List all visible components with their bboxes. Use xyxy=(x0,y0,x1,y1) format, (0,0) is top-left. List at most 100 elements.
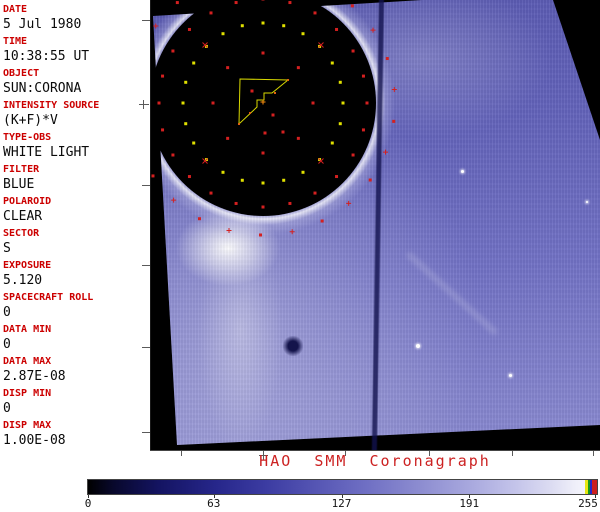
fiducial-plus xyxy=(171,197,177,203)
fiducial-dot xyxy=(192,61,196,65)
metadata-field: POLAROID CLEAR xyxy=(0,193,150,225)
field-label: DISP MAX xyxy=(3,420,52,431)
fiducial-plus xyxy=(153,23,159,29)
fiducial-plus xyxy=(346,200,352,206)
fiducial-dot xyxy=(175,1,179,5)
field-value: S xyxy=(3,241,11,256)
fiducial-dot xyxy=(238,123,240,125)
fiducial-dot xyxy=(261,0,265,1)
coronagraph-image-area xyxy=(150,0,600,450)
fiducial-x xyxy=(318,158,324,164)
left-axis-tick xyxy=(142,265,150,266)
fiducial-dot xyxy=(261,21,265,25)
fiducial-dot xyxy=(320,219,324,223)
field-value: SUN:CORONA xyxy=(3,81,82,96)
field-value: (K+F)*V xyxy=(3,113,58,128)
field-label: TIME xyxy=(3,36,28,47)
field-label: DISP MIN xyxy=(3,388,52,399)
fiducial-dot xyxy=(221,32,225,36)
fiducial-dot xyxy=(330,61,334,65)
fiducial-dot xyxy=(281,130,285,134)
fiducial-x xyxy=(318,42,324,48)
left-axis-tick xyxy=(142,432,150,433)
fiducial-dot xyxy=(240,24,244,28)
fiducial-dot xyxy=(187,27,191,31)
metadata-field: DISP MAX 1.00E-08 xyxy=(0,417,150,449)
fiducial-dot xyxy=(330,141,334,145)
fiducial-dot xyxy=(385,57,389,61)
field-value: CLEAR xyxy=(3,209,43,224)
fiducial-dot xyxy=(351,153,355,157)
fiducial-dot xyxy=(368,178,372,182)
field-label: DATE xyxy=(3,4,28,15)
colorbar xyxy=(87,479,598,495)
fiducial-dot xyxy=(261,51,265,55)
metadata-field: SECTOR S xyxy=(0,225,150,257)
fiducial-dot xyxy=(221,170,225,174)
fiducial-dot xyxy=(301,32,305,36)
star-point xyxy=(416,344,420,348)
fiducial-dot xyxy=(161,74,165,78)
fiducial-dot xyxy=(274,92,276,94)
fiducial-overlay xyxy=(151,0,397,237)
fiducial-dot xyxy=(365,101,369,105)
field-value: 0 xyxy=(3,401,11,416)
fiducial-x xyxy=(202,158,208,164)
metadata-panel: DATE 5 Jul 1980 TIME 10:38:55 UT OBJECT SUN:C… xyxy=(0,1,150,451)
fiducial-dot xyxy=(226,136,230,140)
image-title: HAO SMM Coronagraph xyxy=(259,452,491,470)
metadata-field: DATA MIN 0 xyxy=(0,321,150,353)
field-value: BLUE xyxy=(3,177,35,192)
fiducial-plus xyxy=(260,99,266,105)
sun-center-x-marker xyxy=(259,455,268,456)
field-label: SECTOR xyxy=(3,228,40,239)
left-axis-tick xyxy=(142,20,150,21)
colorbar-tick-label: 255 xyxy=(578,497,598,510)
left-axis-tick xyxy=(142,347,150,348)
fiducial-dot xyxy=(211,101,215,105)
occulting-disk xyxy=(150,0,376,216)
fiducial-dot xyxy=(151,174,155,178)
field-value: 0 xyxy=(3,337,11,352)
metadata-field: FILTER BLUE xyxy=(0,161,150,193)
fiducial-dot xyxy=(197,217,201,221)
fiducial-dot xyxy=(392,119,396,123)
metadata-field: DATE 5 Jul 1980 xyxy=(0,1,150,33)
metadata-field: TIME 10:38:55 UT xyxy=(0,33,150,65)
fiducial-dot xyxy=(157,101,161,105)
field-label: SPACECRAFT ROLL xyxy=(3,292,94,303)
fiducial-dot xyxy=(249,112,251,114)
fiducial-dot xyxy=(335,175,339,179)
fiducial-dot xyxy=(234,201,238,205)
bottom-axis-tick xyxy=(429,451,430,456)
field-label: OBJECT xyxy=(3,68,40,79)
field-label: TYPE-OBS xyxy=(3,132,52,143)
fiducial-dot xyxy=(338,122,342,126)
fiducial-dot xyxy=(181,101,185,105)
metadata-field: INTENSITY SOURCE (K+F)*V xyxy=(0,97,150,129)
fiducial-dot xyxy=(171,49,175,53)
sun-center-y-marker xyxy=(143,100,144,109)
bottom-axis-tick xyxy=(181,451,182,456)
field-value: 10:38:55 UT xyxy=(3,49,90,64)
metadata-field: DISP MIN 0 xyxy=(0,385,150,417)
fiducial-dot xyxy=(311,101,315,105)
fiducial-dot xyxy=(351,49,355,53)
fiducial-plus xyxy=(383,149,389,155)
colorbar-tick-label: 63 xyxy=(207,497,221,510)
fiducial-dot xyxy=(296,66,300,70)
sun-center-y-marker xyxy=(139,104,149,105)
fiducial-dot xyxy=(261,181,265,185)
fiducial-dot xyxy=(263,131,267,135)
star-point xyxy=(586,201,588,203)
left-axis xyxy=(150,0,151,451)
field-label: EXPOSURE xyxy=(3,260,52,271)
fiducial-dot xyxy=(282,24,286,28)
metadata-field: EXPOSURE 5.120 xyxy=(0,257,150,289)
fiducial-plus xyxy=(391,87,397,93)
colorbar-tick-label: 191 xyxy=(459,497,480,510)
colorbar-tick-label: 127 xyxy=(331,497,352,510)
fiducial-dot xyxy=(361,74,365,78)
metadata-field: OBJECT SUN:CORONA xyxy=(0,65,150,97)
bottom-axis-tick xyxy=(345,451,346,456)
